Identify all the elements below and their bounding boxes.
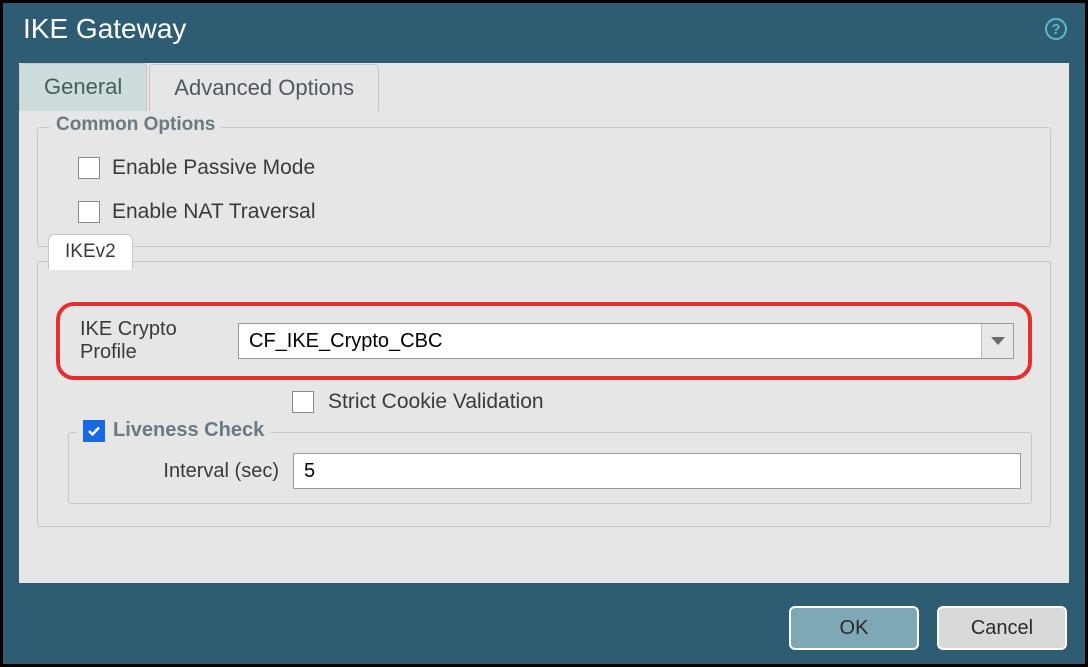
ike-crypto-profile-input[interactable]	[239, 324, 981, 358]
interval-input[interactable]	[293, 453, 1021, 489]
dialog-title: IKE Gateway	[23, 13, 186, 45]
liveness-check-legend: Liveness Check	[77, 419, 270, 442]
interval-row: Interval (sec)	[79, 453, 1021, 489]
dialog-footer: OK Cancel	[789, 606, 1067, 650]
check-icon	[86, 423, 102, 439]
enable-nat-traversal-row: Enable NAT Traversal	[78, 200, 1032, 224]
enable-passive-mode-label: Enable Passive Mode	[112, 156, 315, 180]
ike-crypto-profile-highlight: IKE Crypto Profile	[56, 302, 1032, 380]
enable-nat-traversal-checkbox[interactable]	[78, 201, 100, 223]
ikev2-subtab[interactable]: IKEv2	[48, 234, 133, 270]
liveness-check-fieldset: Liveness Check Interval (sec)	[68, 432, 1032, 504]
enable-nat-traversal-label: Enable NAT Traversal	[112, 200, 315, 224]
titlebar: IKE Gateway ?	[3, 3, 1085, 63]
common-options-legend: Common Options	[50, 114, 221, 136]
common-options-fieldset: Common Options Enable Passive Mode Enabl…	[37, 127, 1051, 247]
ike-crypto-profile-label: IKE Crypto Profile	[74, 318, 224, 364]
ikev2-fieldset: IKEv2 IKE Crypto Profile Strict Cookie V…	[37, 261, 1051, 527]
strict-cookie-validation-checkbox[interactable]	[292, 391, 314, 413]
ike-crypto-profile-select[interactable]	[238, 323, 1014, 359]
enable-passive-mode-checkbox[interactable]	[78, 157, 100, 179]
enable-passive-mode-row: Enable Passive Mode	[78, 156, 1032, 180]
strict-cookie-validation-label: Strict Cookie Validation	[328, 390, 544, 414]
ike-crypto-profile-dropdown-button[interactable]	[981, 324, 1013, 358]
tab-strip: General Advanced Options	[19, 63, 1069, 111]
tab-advanced-options[interactable]: Advanced Options	[149, 64, 379, 112]
main-panel: General Advanced Options Common Options …	[19, 63, 1069, 583]
help-icon[interactable]: ?	[1045, 18, 1067, 40]
chevron-down-icon	[991, 337, 1005, 345]
tab-general[interactable]: General	[19, 63, 147, 111]
interval-label: Interval (sec)	[79, 460, 279, 483]
ike-gateway-dialog: IKE Gateway ? General Advanced Options C…	[0, 0, 1088, 667]
liveness-check-label: Liveness Check	[113, 419, 264, 442]
ok-button[interactable]: OK	[789, 606, 919, 650]
strict-cookie-row: Strict Cookie Validation	[56, 390, 1032, 414]
cancel-button[interactable]: Cancel	[937, 606, 1067, 650]
liveness-check-checkbox[interactable]	[83, 420, 105, 442]
